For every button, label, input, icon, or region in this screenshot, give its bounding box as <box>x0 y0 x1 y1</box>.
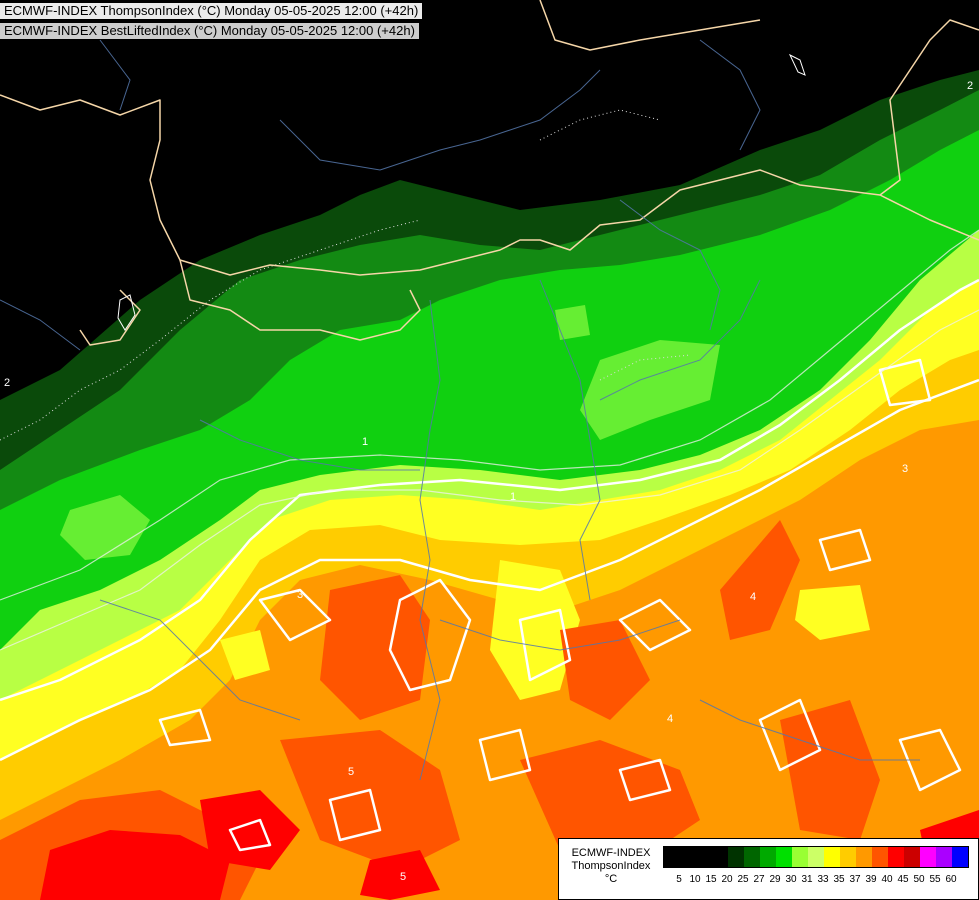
legend-tick-label: 40 <box>881 874 893 885</box>
patch-red-1 <box>40 830 230 900</box>
patch-yellow-2 <box>795 585 870 640</box>
legend-swatch <box>760 847 776 867</box>
legend-tick-label: 30 <box>785 874 797 885</box>
legend-swatch <box>888 847 904 867</box>
coast-outline <box>788 53 806 76</box>
legend-ticks: 5 10 15 20 25 27 29 30 31 33 35 37 39 40 45 50 55 60 <box>663 874 979 888</box>
legend-swatch <box>856 847 872 867</box>
dotted-contours <box>0 109 691 441</box>
patch-red-orange-4 <box>520 740 700 860</box>
legend-tick-label: 10 <box>689 874 701 885</box>
legend-tick-label: 45 <box>897 874 909 885</box>
country-borders <box>0 0 979 346</box>
contour-label: 5 <box>400 871 406 883</box>
patch-red-orange-5 <box>780 700 880 840</box>
legend-tick-label: 60 <box>945 874 957 885</box>
contour-lines <box>0 278 979 852</box>
legend-tick-label: 15 <box>705 874 717 885</box>
legend-swatch <box>904 847 920 867</box>
color-legend: ECMWF-INDEX ThompsonIndex °C 5 10 15 20 25 27… <box>558 838 979 900</box>
legend-swatch <box>696 847 712 867</box>
legend-swatch <box>952 847 968 867</box>
legend-label: ECMWF-INDEX ThompsonIndex °C <box>561 847 661 886</box>
legend-swatch <box>792 847 808 867</box>
lake-outline <box>117 294 136 331</box>
legend-tick-label: 20 <box>721 874 733 885</box>
legend-swatch <box>840 847 856 867</box>
band-orange <box>0 420 979 900</box>
legend-swatch <box>824 847 840 867</box>
legend-swatch <box>936 847 952 867</box>
contour-label-group: 2 2 3 3 4 4 5 5 1 1 <box>4 80 973 883</box>
legend-unit: °C <box>604 873 618 885</box>
legend-swatch <box>680 847 696 867</box>
legend-tick-label: 27 <box>753 874 765 885</box>
legend-tick-label: 39 <box>865 874 877 885</box>
legend-swatches <box>663 846 969 868</box>
contour-label: 2 <box>4 377 10 389</box>
map-title-primary: ECMWF-INDEX ThompsonIndex (°C) Monday 05… <box>0 3 423 19</box>
patch-light-green-3 <box>60 495 150 560</box>
contour-lines-faint <box>0 229 979 651</box>
contour-label: 1 <box>362 436 368 448</box>
legend-model: ECMWF-INDEX <box>571 847 651 859</box>
contour-label: 4 <box>750 591 756 603</box>
patch-red-orange-7 <box>280 730 460 870</box>
contour-label: 3 <box>902 463 908 475</box>
patch-red-orange-3 <box>720 520 800 640</box>
region-lines <box>0 39 920 781</box>
map-title-secondary: ECMWF-INDEX BestLiftedIndex (°C) Monday … <box>0 23 419 39</box>
contour-label: 1 <box>510 491 516 503</box>
legend-tick-label: 31 <box>801 874 813 885</box>
legend-tick-label: 35 <box>833 874 845 885</box>
legend-swatch <box>744 847 760 867</box>
legend-parameter: ThompsonIndex <box>571 860 651 872</box>
patch-yellow-3 <box>220 630 270 680</box>
contour-label: 4 <box>667 713 673 725</box>
legend-swatch <box>920 847 936 867</box>
legend-swatch <box>664 847 680 867</box>
patch-red-orange-1 <box>320 575 430 720</box>
contour-label: 5 <box>348 766 354 778</box>
legend-tick-label: 50 <box>913 874 925 885</box>
legend-swatch <box>808 847 824 867</box>
patch-light-green-2 <box>555 305 590 340</box>
legend-tick-label: 33 <box>817 874 829 885</box>
legend-tick-label: 25 <box>737 874 749 885</box>
legend-tick-label: 37 <box>849 874 861 885</box>
contour-label: 3 <box>297 589 303 601</box>
legend-tick-label: 55 <box>929 874 941 885</box>
legend-swatch <box>728 847 744 867</box>
legend-tick-label: 29 <box>769 874 781 885</box>
legend-swatch <box>776 847 792 867</box>
legend-swatch <box>712 847 728 867</box>
legend-tick-label: 5 <box>676 874 682 885</box>
patch-red-orange-2 <box>560 620 650 720</box>
patch-red-4 <box>360 850 440 900</box>
patch-red-2 <box>200 790 300 870</box>
legend-swatch <box>872 847 888 867</box>
contour-label: 2 <box>967 80 973 92</box>
